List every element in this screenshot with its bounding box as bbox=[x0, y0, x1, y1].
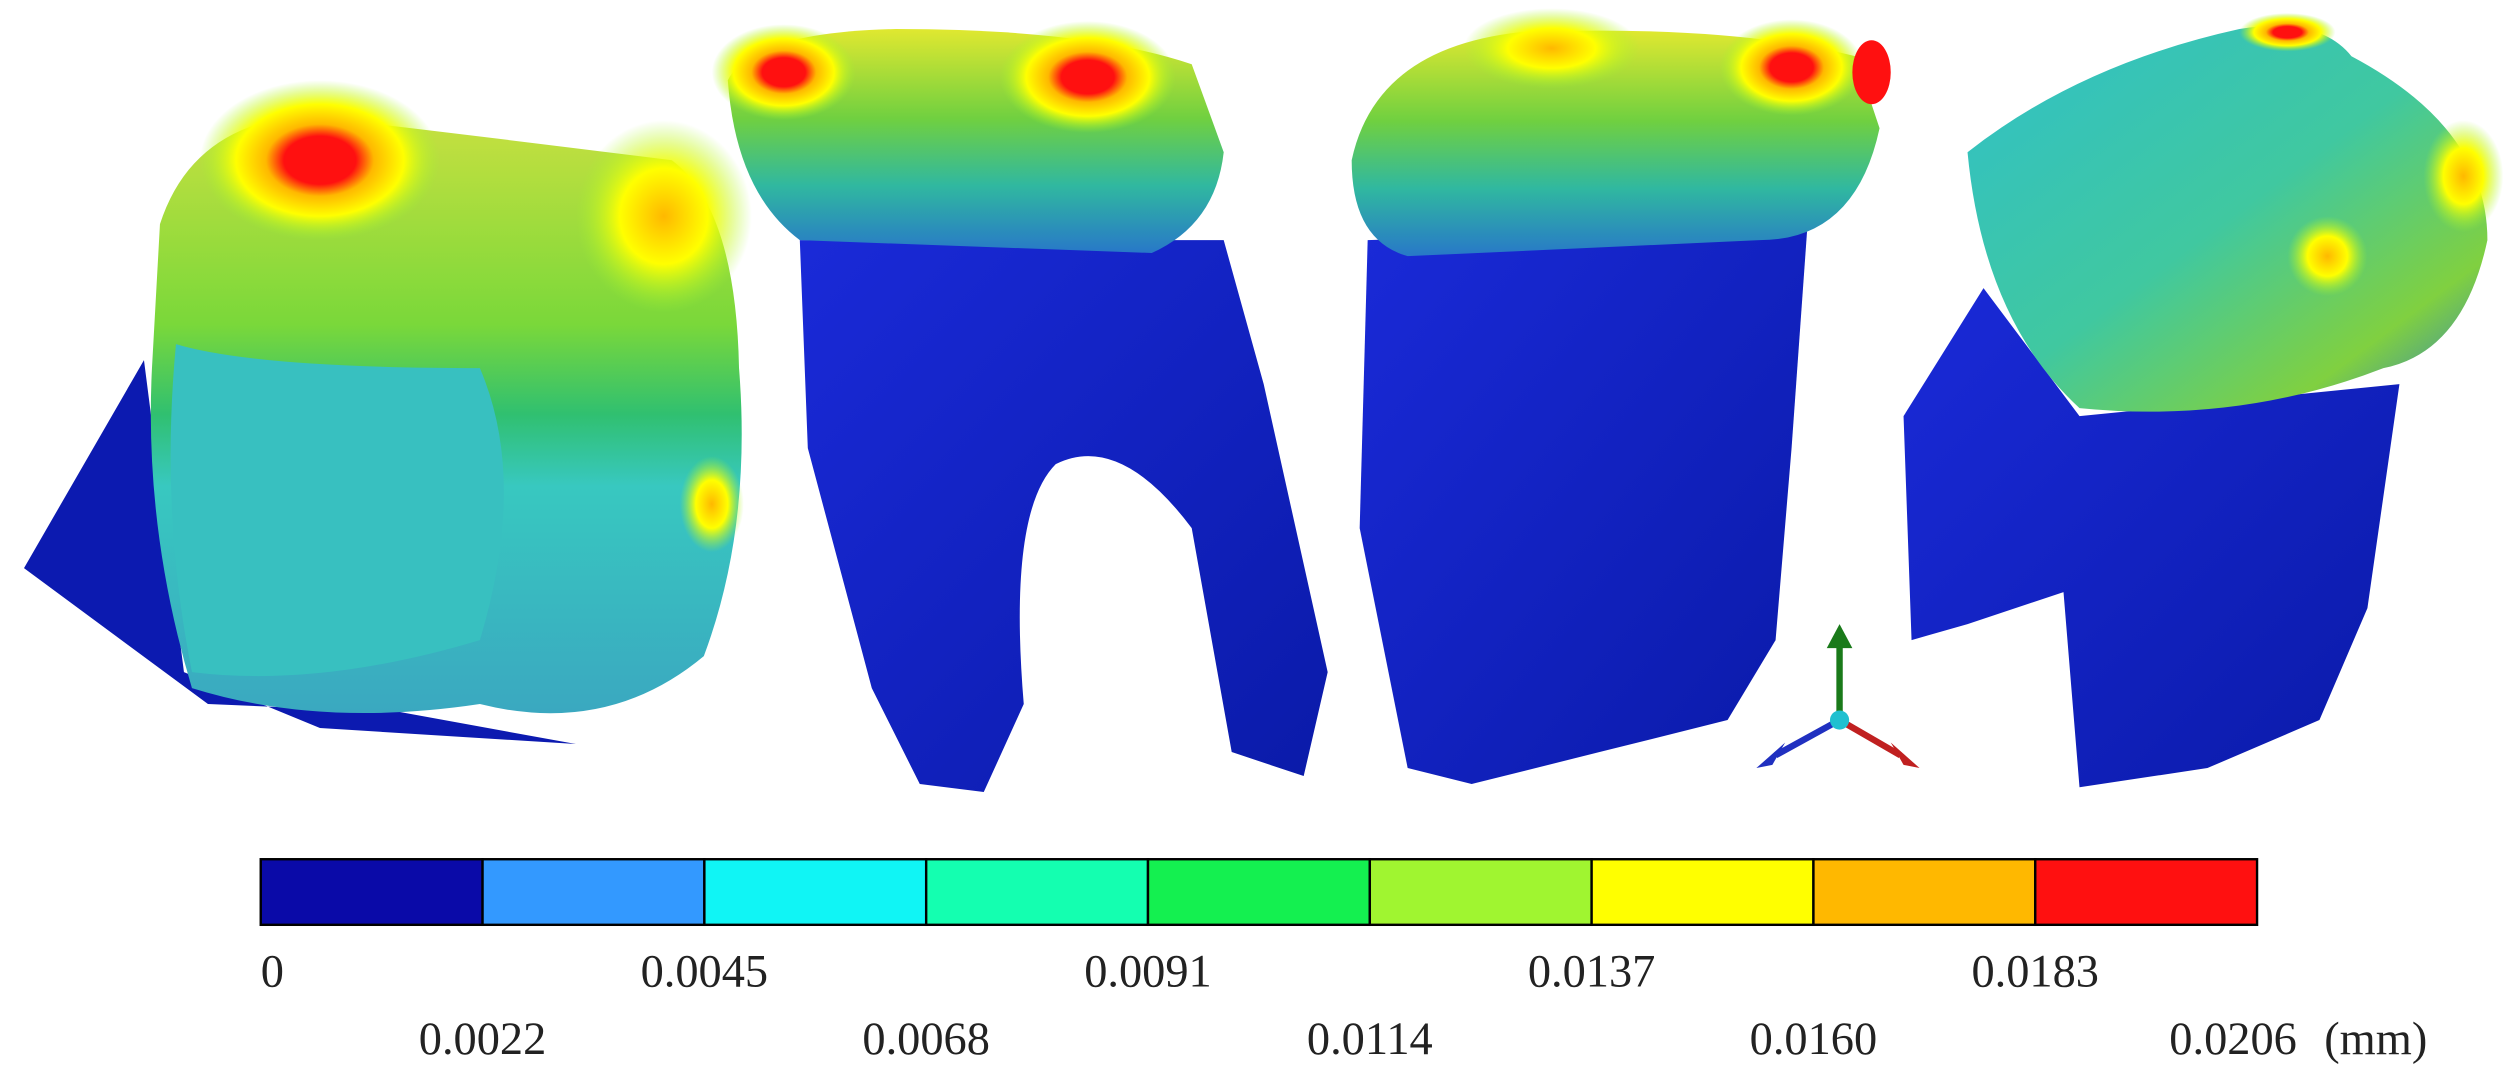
colorbar-band bbox=[1590, 858, 1815, 927]
colorbar-label: 0.0045 bbox=[641, 947, 769, 998]
colorbar-band bbox=[259, 858, 484, 927]
colorbar-band bbox=[924, 858, 1150, 927]
tooth-buccal bbox=[711, 21, 1328, 793]
colorbar-label: 0 bbox=[261, 947, 284, 998]
colorbar-label: 0.0206 bbox=[2169, 1014, 2297, 1065]
tooth-proximal bbox=[1903, 13, 2504, 788]
colorbar-label: 0.0022 bbox=[419, 1014, 547, 1065]
tooth-occlusal bbox=[23, 80, 752, 745]
colorbar-unit: (mm) bbox=[2324, 1014, 2427, 1065]
colorbar-band bbox=[1146, 858, 1372, 927]
axis-triad bbox=[1756, 624, 1920, 769]
colorbar-label: 0.0114 bbox=[1307, 1014, 1433, 1065]
tooth-lingual bbox=[1351, 8, 1891, 785]
colorbar-label: 0.0137 bbox=[1528, 947, 1656, 998]
colorbar-label: 0.0091 bbox=[1084, 947, 1212, 998]
colorbar-band bbox=[1368, 858, 1593, 927]
colorbar: 0 0.0022 0.0045 0.0068 0.0091 0.0114 0.0137 0.0… bbox=[259, 858, 2427, 1065]
colorbar-label: 0.0160 bbox=[1750, 1014, 1878, 1065]
colorbar-band bbox=[703, 858, 928, 927]
colorbar-band bbox=[481, 858, 706, 927]
colorbar-label: 0.0183 bbox=[1971, 947, 2099, 998]
colorbar-band bbox=[2034, 858, 2259, 927]
colorbar-label: 0.0068 bbox=[862, 1014, 990, 1065]
colorbar-band bbox=[1812, 858, 2037, 927]
